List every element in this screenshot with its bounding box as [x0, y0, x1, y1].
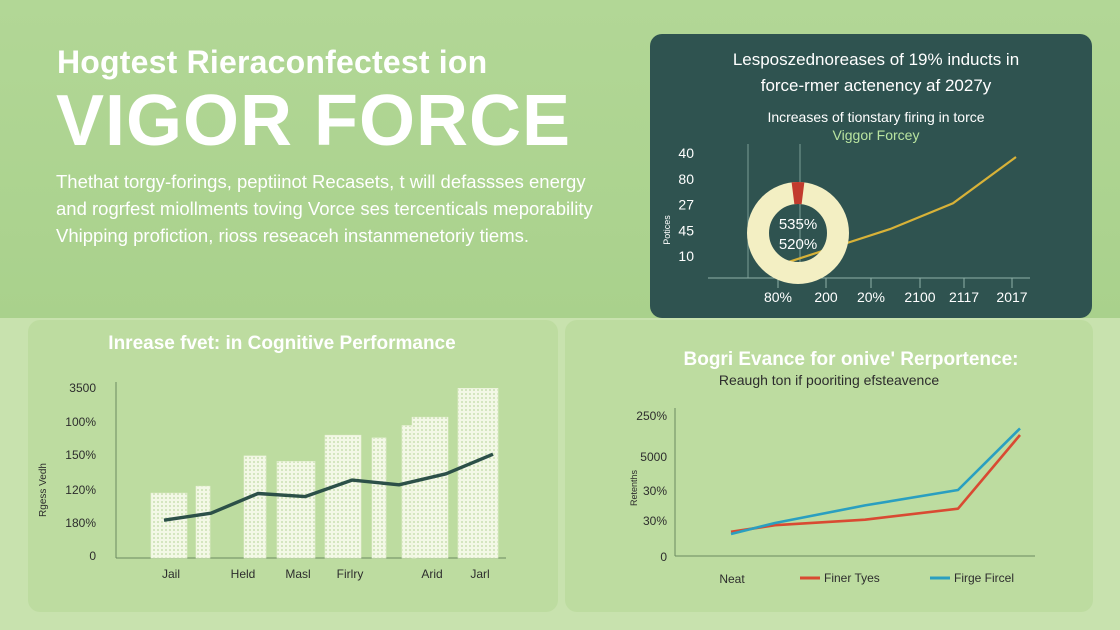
chart-c-series-line — [730, 434, 1021, 534]
chart-b-ylabel: Rgess Vedh — [38, 463, 49, 517]
chart-a-x-tick: 2117 — [949, 289, 979, 305]
chart-b-bar — [150, 492, 188, 559]
chart-c-y-tick: 250% — [636, 409, 667, 423]
chart-b-y-tick: 180% — [65, 516, 96, 530]
chart-b-x-tick: Arid — [421, 567, 442, 581]
chart-a-subtitle2: Viggor Forcey — [833, 127, 920, 143]
chart-c-x-ticks: Neat — [719, 572, 745, 586]
chart-a-donut: 535% 520% — [747, 182, 849, 284]
chart-c-legend-label: Firge Fircel — [954, 571, 1014, 585]
chart-b-bar — [457, 388, 499, 559]
chart-b-x-tick: Held — [231, 567, 256, 581]
hero-body-line: Thethat torgy-forings, peptiinot Recaset… — [56, 171, 586, 192]
chart-b-y-tick: 100% — [65, 415, 96, 429]
chart-c-svg: Bogri Evance for onive' Rerportence: Rea… — [629, 349, 1035, 586]
chart-a-y-tick: 40 — [678, 145, 694, 161]
hero-body: Thethat torgy-forings, peptiinot Recaset… — [56, 168, 636, 249]
chart-c-subtitle: Reaugh ton if pooriting efsteavence — [719, 372, 939, 388]
chart-b-bar — [243, 455, 267, 559]
hero-body-line: Vhipping profiction, rioss reseaceh inst… — [56, 225, 530, 246]
chart-c-title: Bogri Evance for onive' Rerportence: — [684, 349, 1019, 370]
chart-c-x-tick: Neat — [719, 572, 745, 586]
hero-kicker: Hogtest Rieraconfectest ion — [57, 44, 488, 80]
chart-b-bars — [150, 388, 499, 559]
chart-a-title-line1: Lesposzednoreases of 19% inducts in — [733, 50, 1019, 69]
evance-chart-panel: Bogri Evance for onive' Rerportence: Rea… — [565, 320, 1093, 612]
chart-c-plot — [730, 427, 1021, 536]
chart-c-legend: Finer Tyes Firge Fircel — [800, 571, 1014, 585]
chart-b-x-ticks: Jail Held Masl Firlry Arid Jarl — [162, 567, 490, 581]
hero-title: VIGOR FORCE — [56, 81, 572, 161]
chart-a-grid — [747, 144, 1013, 288]
chart-b-series-line — [163, 452, 494, 522]
chart-a-x-tick: 2017 — [996, 289, 1027, 305]
chart-b-y-tick: 3500 — [69, 381, 96, 395]
chart-a-x-tick: 200 — [814, 289, 838, 305]
chart-a-y-tick: 10 — [678, 248, 694, 264]
chart-a-y-ticks: 40 80 27 45 10 — [678, 145, 694, 264]
chart-a-y-tick: 27 — [678, 197, 694, 213]
chart-b-y-tick: 0 — [89, 549, 96, 563]
cognitive-chart-panel: Inrease fvet: in Cognitive Performance R… — [28, 320, 558, 612]
chart-a-x-tick: 20% — [857, 289, 885, 305]
chart-c-y-tick: 30% — [643, 514, 667, 528]
chart-b-bar — [195, 485, 211, 559]
chart-a-series-line — [763, 156, 1017, 271]
chart-a-donut-ring — [747, 182, 849, 284]
chart-a-title-line2: force-rmer actenency af 2027y — [761, 76, 992, 95]
chart-b-y-ticks: 3500 100% 150% 120% 180% 0 — [65, 381, 96, 563]
dark-chart-panel: Lesposzednoreases of 19% inducts in forc… — [650, 34, 1092, 318]
chart-b-x-tick: Masl — [285, 567, 310, 581]
chart-a-donut-label: 535% — [779, 216, 817, 233]
chart-a-x-ticks: 80% 200 20% 2100 2117 2017 — [764, 289, 1028, 305]
chart-b-bar — [324, 434, 362, 559]
chart-a-donut-slice — [747, 182, 849, 284]
chart-a-donut-label: 520% — [779, 236, 817, 253]
chart-b-title: Inrease fvet: in Cognitive Performance — [108, 333, 455, 354]
chart-c-y-tick: 0 — [660, 550, 667, 564]
chart-c-y-ticks: 250% 5000 30% 30% 0 — [636, 409, 667, 564]
chart-c-ylabel: Retenths — [629, 469, 639, 506]
chart-b-x-tick: Jarl — [470, 567, 489, 581]
chart-a-plot — [763, 156, 1017, 271]
chart-b-y-tick: 150% — [65, 448, 96, 462]
chart-a-svg: Lesposzednoreases of 19% inducts in forc… — [662, 50, 1030, 305]
chart-a-y-tick: 80 — [678, 171, 694, 187]
chart-c-y-tick: 5000 — [640, 450, 667, 464]
chart-c-y-tick: 30% — [643, 484, 667, 498]
hero-body-line: and rogrfest miollments toving Vorce ses… — [56, 198, 593, 219]
chart-b-bar — [276, 461, 316, 559]
chart-a-ylabel: Potices — [662, 215, 672, 245]
chart-a-subtitle: Increases of tionstary firing in torce — [767, 109, 984, 125]
chart-b-plot — [163, 452, 494, 522]
chart-b-svg: Inrease fvet: in Cognitive Performance R… — [38, 333, 506, 581]
chart-c-series-line — [730, 427, 1021, 536]
chart-b-x-tick: Jail — [162, 567, 180, 581]
chart-b-bar — [411, 416, 449, 559]
chart-b-y-tick: 120% — [65, 483, 96, 497]
chart-a-x-tick: 80% — [764, 289, 792, 305]
chart-a-x-tick: 2100 — [904, 289, 935, 305]
chart-b-x-tick: Firlry — [337, 567, 364, 581]
chart-b-bar — [371, 437, 387, 559]
chart-c-legend-label: Finer Tyes — [824, 571, 880, 585]
chart-a-y-tick: 45 — [678, 222, 694, 238]
